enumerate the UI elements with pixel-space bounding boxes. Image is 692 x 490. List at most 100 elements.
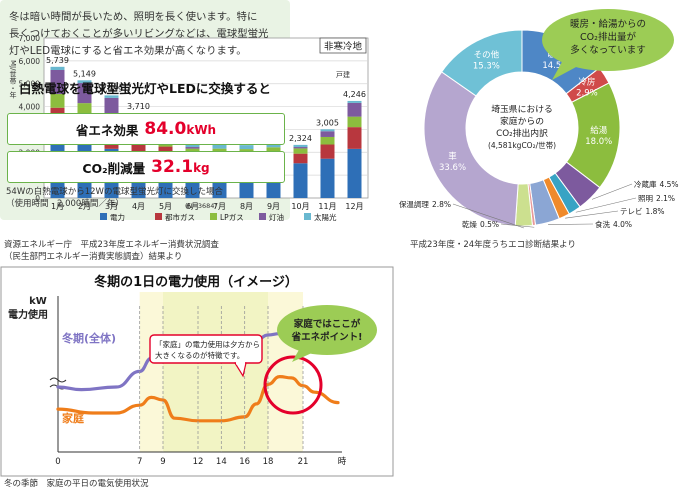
pie-slice-label: 照明 2.1% <box>638 194 675 203</box>
pie-slice-name: 食洗 <box>595 219 610 229</box>
tip-line: 灯やLED電球にすると省エネ効果が高くなります。 <box>9 45 247 57</box>
bar-caption-line: 資源エネルギー庁 平成23年度エネルギー消費状況調査 <box>4 240 219 250</box>
pie-slice-value: 4.0% <box>613 220 632 229</box>
line-note-bubble <box>149 334 263 364</box>
bar-y-tick-label: 0 <box>35 194 40 203</box>
bar-segment <box>320 158 335 198</box>
bar-segment <box>320 136 335 145</box>
bar-legend-label: 電力 <box>110 212 125 222</box>
bar-x-axis-ticks: 1月 2月 3月 4月 5月 6月 7月 8月 9月 10月 11月 12月 <box>51 202 364 211</box>
bar-segment <box>266 147 281 153</box>
bar-x-tick-label: 5月 <box>159 202 172 211</box>
pie-slice-value: 2.8% <box>432 200 451 209</box>
bar-total-label: 4,489 <box>100 84 123 93</box>
bar-x-tick-label: 7月 <box>213 202 226 211</box>
bar-legend-label: 灯油 <box>269 212 284 222</box>
line-y-label: 電力使用 <box>8 308 48 321</box>
bar-legend: 電力 都市ガス LPガス 灯油 太陽光 <box>100 212 337 222</box>
co2-value: 32.1 <box>151 157 194 177</box>
bar-segment <box>293 148 308 154</box>
bar-legend-swatch <box>155 213 162 220</box>
bar-segment <box>347 100 362 103</box>
bar-legend-label: 都市ガス <box>165 212 195 222</box>
saving-label: 省エネ効果 <box>75 122 139 138</box>
bar-segment <box>77 103 92 116</box>
bar-segment <box>320 144 335 159</box>
bar-segment <box>293 163 308 198</box>
line-x-tick-label: 7 <box>137 457 142 467</box>
line-x-tick-label: 16 <box>239 457 250 467</box>
bar-legend-label: LPガス <box>220 212 244 222</box>
bar-x-tick-label: 10月 <box>291 202 309 211</box>
tip-note-line: 54Wの白熱電球から12Wの電球型蛍光灯に交換した場合 <box>6 187 223 197</box>
bar-segment <box>293 153 308 164</box>
line-callout-bubble <box>277 305 377 355</box>
line-x-tick-label: 18 <box>263 457 274 467</box>
line-x-tick-label: 9 <box>160 457 165 467</box>
pie-center-line: CO₂排出内訳 <box>496 127 548 139</box>
pie-slice-value: 18.0% <box>585 137 612 147</box>
bar-x-tick-label: 12月 <box>345 202 363 211</box>
pie-center-line: 埼玉県における <box>491 103 553 115</box>
pie-slice-value: 1.8% <box>646 207 665 216</box>
line-callout-line: 家庭ではここが <box>294 318 361 330</box>
pie-slice-name: その他 <box>474 50 500 61</box>
pie-slice <box>423 71 519 227</box>
winter-daily-power-line-chart: 冬期の1日の電力使用（イメージ） kW 電力使用 冬期(全体) 家庭 0 7 9 12 1… <box>0 266 394 477</box>
co2-breakdown-pie-chart: 暖房14.5%冷房2.9%給湯18.0%冷蔵庫4.5%照明2.1%テレビ1.8%… <box>399 9 679 229</box>
bar-segment <box>347 116 362 128</box>
line-x-tick-label: 0 <box>55 457 60 467</box>
pie-slice-name: 冷房 <box>578 77 595 88</box>
tip-note: 54Wの白熱電球から12Wの電球型蛍光灯に交換した場合 （使用時間 2,000時… <box>6 186 223 210</box>
tip-heading: 白熱電球を電球型蛍光灯やLEDに交換すると <box>19 81 271 96</box>
pie-slice-name: 冷蔵庫 <box>634 179 657 189</box>
bar-total-label: 2,324 <box>289 134 312 143</box>
pie-center-line: 家庭からの <box>500 115 544 127</box>
bar-segment <box>185 147 200 149</box>
bar-y-tick-label: 7,000 <box>19 34 41 43</box>
tip-line: 長くつけておくことが多いリビングなどは、電球型蛍光 <box>9 28 269 40</box>
bar-segment <box>104 95 119 98</box>
bar-y-axis-label: MJ/世帯・年 <box>9 60 17 100</box>
pie-callout-line: CO₂排出量が <box>580 31 636 43</box>
pie-leader-line <box>452 203 524 229</box>
bar-segment <box>50 94 65 108</box>
region-badge: 非寒冷地 <box>324 41 363 53</box>
line-band-core <box>163 292 268 452</box>
pie-slice-value: 0.5% <box>480 220 499 229</box>
pie-leader-line <box>548 223 594 225</box>
bar-legend-swatch <box>304 213 311 220</box>
pie-slice-name: 照明 <box>638 194 653 203</box>
line-x-axis-unit: 時 <box>338 457 347 467</box>
bar-caption-line: （民生部門エネルギー消費実態調査）結果より <box>4 252 183 262</box>
pie-slice-label: 保温調理 2.8% <box>399 199 451 209</box>
bar-segment <box>266 143 281 148</box>
bar-segment <box>347 148 362 198</box>
bar-x-tick-label: 4月 <box>132 202 145 211</box>
bar-segment <box>320 129 335 132</box>
tip-text: 冬は暗い時間が長いため、照明を長く使います。特に 長くつけておくことが多いリビン… <box>9 9 285 60</box>
pie-slice-name: 乾燥 <box>462 219 477 229</box>
bar-total-label: 5,739 <box>46 56 69 65</box>
bar-segment <box>212 143 227 149</box>
line-note-tail-mask <box>236 361 245 365</box>
bar-legend-swatch <box>210 213 217 220</box>
bar-y-tick-label: 5,000 <box>19 80 41 89</box>
pie-slice-name: 保温調理 <box>399 199 429 209</box>
bar-x-tick-label: 11月 <box>318 202 336 211</box>
pie-leader-line <box>575 197 637 213</box>
highlight-circle <box>263 355 323 415</box>
line-x-axis-ticks: 0 7 9 12 14 16 18 21 時 <box>55 306 347 467</box>
n-note: (N=3684) <box>185 202 217 210</box>
saving-value: 84.0 <box>144 119 187 139</box>
pie-callout-line: 暖房・給湯からの <box>570 18 646 30</box>
bar-total-label: 3,710 <box>127 102 150 111</box>
bar-segment <box>50 66 65 70</box>
bar-segment <box>293 144 308 148</box>
bar-segment <box>239 145 254 150</box>
units-note: 戸建 <box>336 70 350 79</box>
bar-legend-swatch <box>259 213 266 220</box>
